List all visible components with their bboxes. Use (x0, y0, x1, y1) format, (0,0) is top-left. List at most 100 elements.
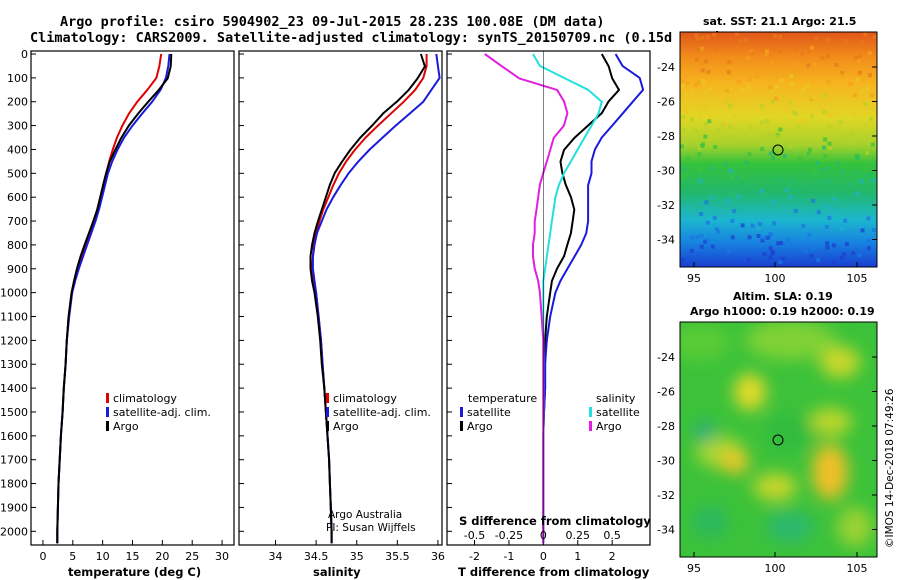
sst-texture (680, 32, 877, 265)
legend-label: satellite-adj. clim. (113, 406, 211, 419)
sst-pixel (734, 32, 739, 36)
sst-pixel (685, 81, 690, 86)
sst-pixel (727, 60, 732, 65)
sst-pixel (689, 248, 694, 253)
sst-pixel (703, 122, 708, 127)
sst-pixel (745, 56, 750, 61)
difference-frame (446, 50, 651, 546)
sst-pixel (696, 69, 701, 74)
sst-pixel (725, 88, 730, 93)
sst-pixel (770, 251, 775, 256)
sst-pixel (844, 39, 848, 44)
sst-pixel (680, 258, 685, 262)
sst-pixel (825, 54, 830, 59)
sst-pixel (822, 110, 827, 114)
sst-pixel (713, 187, 718, 192)
sst-pixel (768, 232, 773, 236)
sst-pixel (859, 39, 864, 44)
sst-pixel (754, 215, 758, 220)
depth-tick-label: 600 (7, 191, 28, 204)
title-line2: Climatology: CARS2009. Satellite-adjuste… (30, 30, 745, 46)
sst-pixel (776, 178, 781, 183)
sst-pixel (802, 183, 807, 188)
x-tick-label: 30 (215, 550, 229, 563)
sst-pixel (716, 128, 721, 133)
sst-pixel (695, 246, 700, 250)
sst-pixel (872, 228, 876, 232)
x-tick-label: 25 (185, 550, 199, 563)
sst-pixel (830, 192, 835, 197)
sst-pixel (804, 248, 809, 253)
legend-swatch (589, 407, 592, 417)
sst-pixel (838, 120, 843, 125)
sst-pixel (689, 186, 694, 191)
sst-pixel (703, 59, 708, 64)
sst-pixel (699, 244, 704, 249)
depth-tick-label: 0 (21, 48, 28, 61)
depth-tick-label: 1400 (0, 382, 28, 395)
map-x-tick-label: 100 (765, 272, 786, 285)
sst-pixel (797, 120, 802, 125)
sst-pixel (806, 63, 810, 68)
sst-pixel (789, 81, 794, 86)
temperature-xlabel: temperature (deg C) (68, 565, 201, 579)
x-tick-label: -2 (469, 550, 480, 563)
depth-tick-label: 1700 (0, 454, 28, 467)
sst-pixel (695, 36, 700, 41)
sst-pixel (697, 146, 702, 151)
sst-pixel (699, 212, 704, 216)
map-y-tick-label: -30 (657, 165, 675, 178)
sst-pixel (850, 140, 855, 145)
sst-pixel (823, 153, 828, 158)
sst-pixel (684, 106, 689, 111)
map-x-tick-label: 95 (687, 562, 701, 575)
sst-pixel (789, 99, 794, 104)
sst-pixel (697, 113, 702, 118)
sst-pixel (809, 254, 814, 258)
sst-pixel (793, 209, 798, 213)
sst-pixel (685, 156, 690, 160)
sst-pixel (744, 160, 749, 165)
legend-label: Argo (333, 420, 359, 433)
sst-pixel (857, 253, 862, 258)
sst-pixel (768, 246, 773, 251)
sst-pixel (682, 214, 687, 219)
legend-label: Argo (467, 420, 493, 433)
sst-pixel (810, 70, 815, 75)
sst-pixel (781, 256, 785, 261)
sst-pixel (811, 95, 815, 100)
sst-pixel (868, 73, 873, 78)
sla-field (680, 322, 877, 557)
sst-pixel (739, 88, 744, 93)
sst-pixel (853, 93, 857, 98)
sst-pixel (863, 169, 868, 174)
sst-pixel (809, 114, 814, 119)
depth-tick-label: 200 (7, 96, 28, 109)
sst-pixel (814, 36, 819, 41)
map-x-tick-label: 100 (765, 562, 786, 575)
sst-pixel (822, 93, 827, 98)
sst-pixel (851, 111, 856, 116)
sst-pixel (784, 188, 789, 193)
x-tick-label: 2 (609, 550, 616, 563)
sst-pixel (762, 251, 767, 256)
sst-pixel (694, 33, 699, 38)
sst-pixel (825, 37, 830, 42)
sst-pixel (824, 179, 829, 184)
sst-pixel (826, 166, 831, 171)
legend-label: satellite (467, 406, 511, 419)
sst-pixel (727, 87, 732, 92)
sst-pixel (680, 175, 685, 180)
legend-swatch (326, 393, 329, 403)
sst-pixel (710, 244, 715, 249)
sst-pixel (820, 55, 825, 60)
sst-pixel (865, 134, 870, 139)
legend-temperature-title: temperature (468, 392, 537, 405)
sst-pixel (842, 252, 847, 257)
x-tick-label: 34.5 (304, 550, 329, 563)
sst-pixel (759, 120, 764, 125)
s-tick-label: 0.25 (565, 529, 590, 542)
sst-pixel (868, 116, 873, 121)
depth-tick-label: 2000 (0, 525, 28, 538)
